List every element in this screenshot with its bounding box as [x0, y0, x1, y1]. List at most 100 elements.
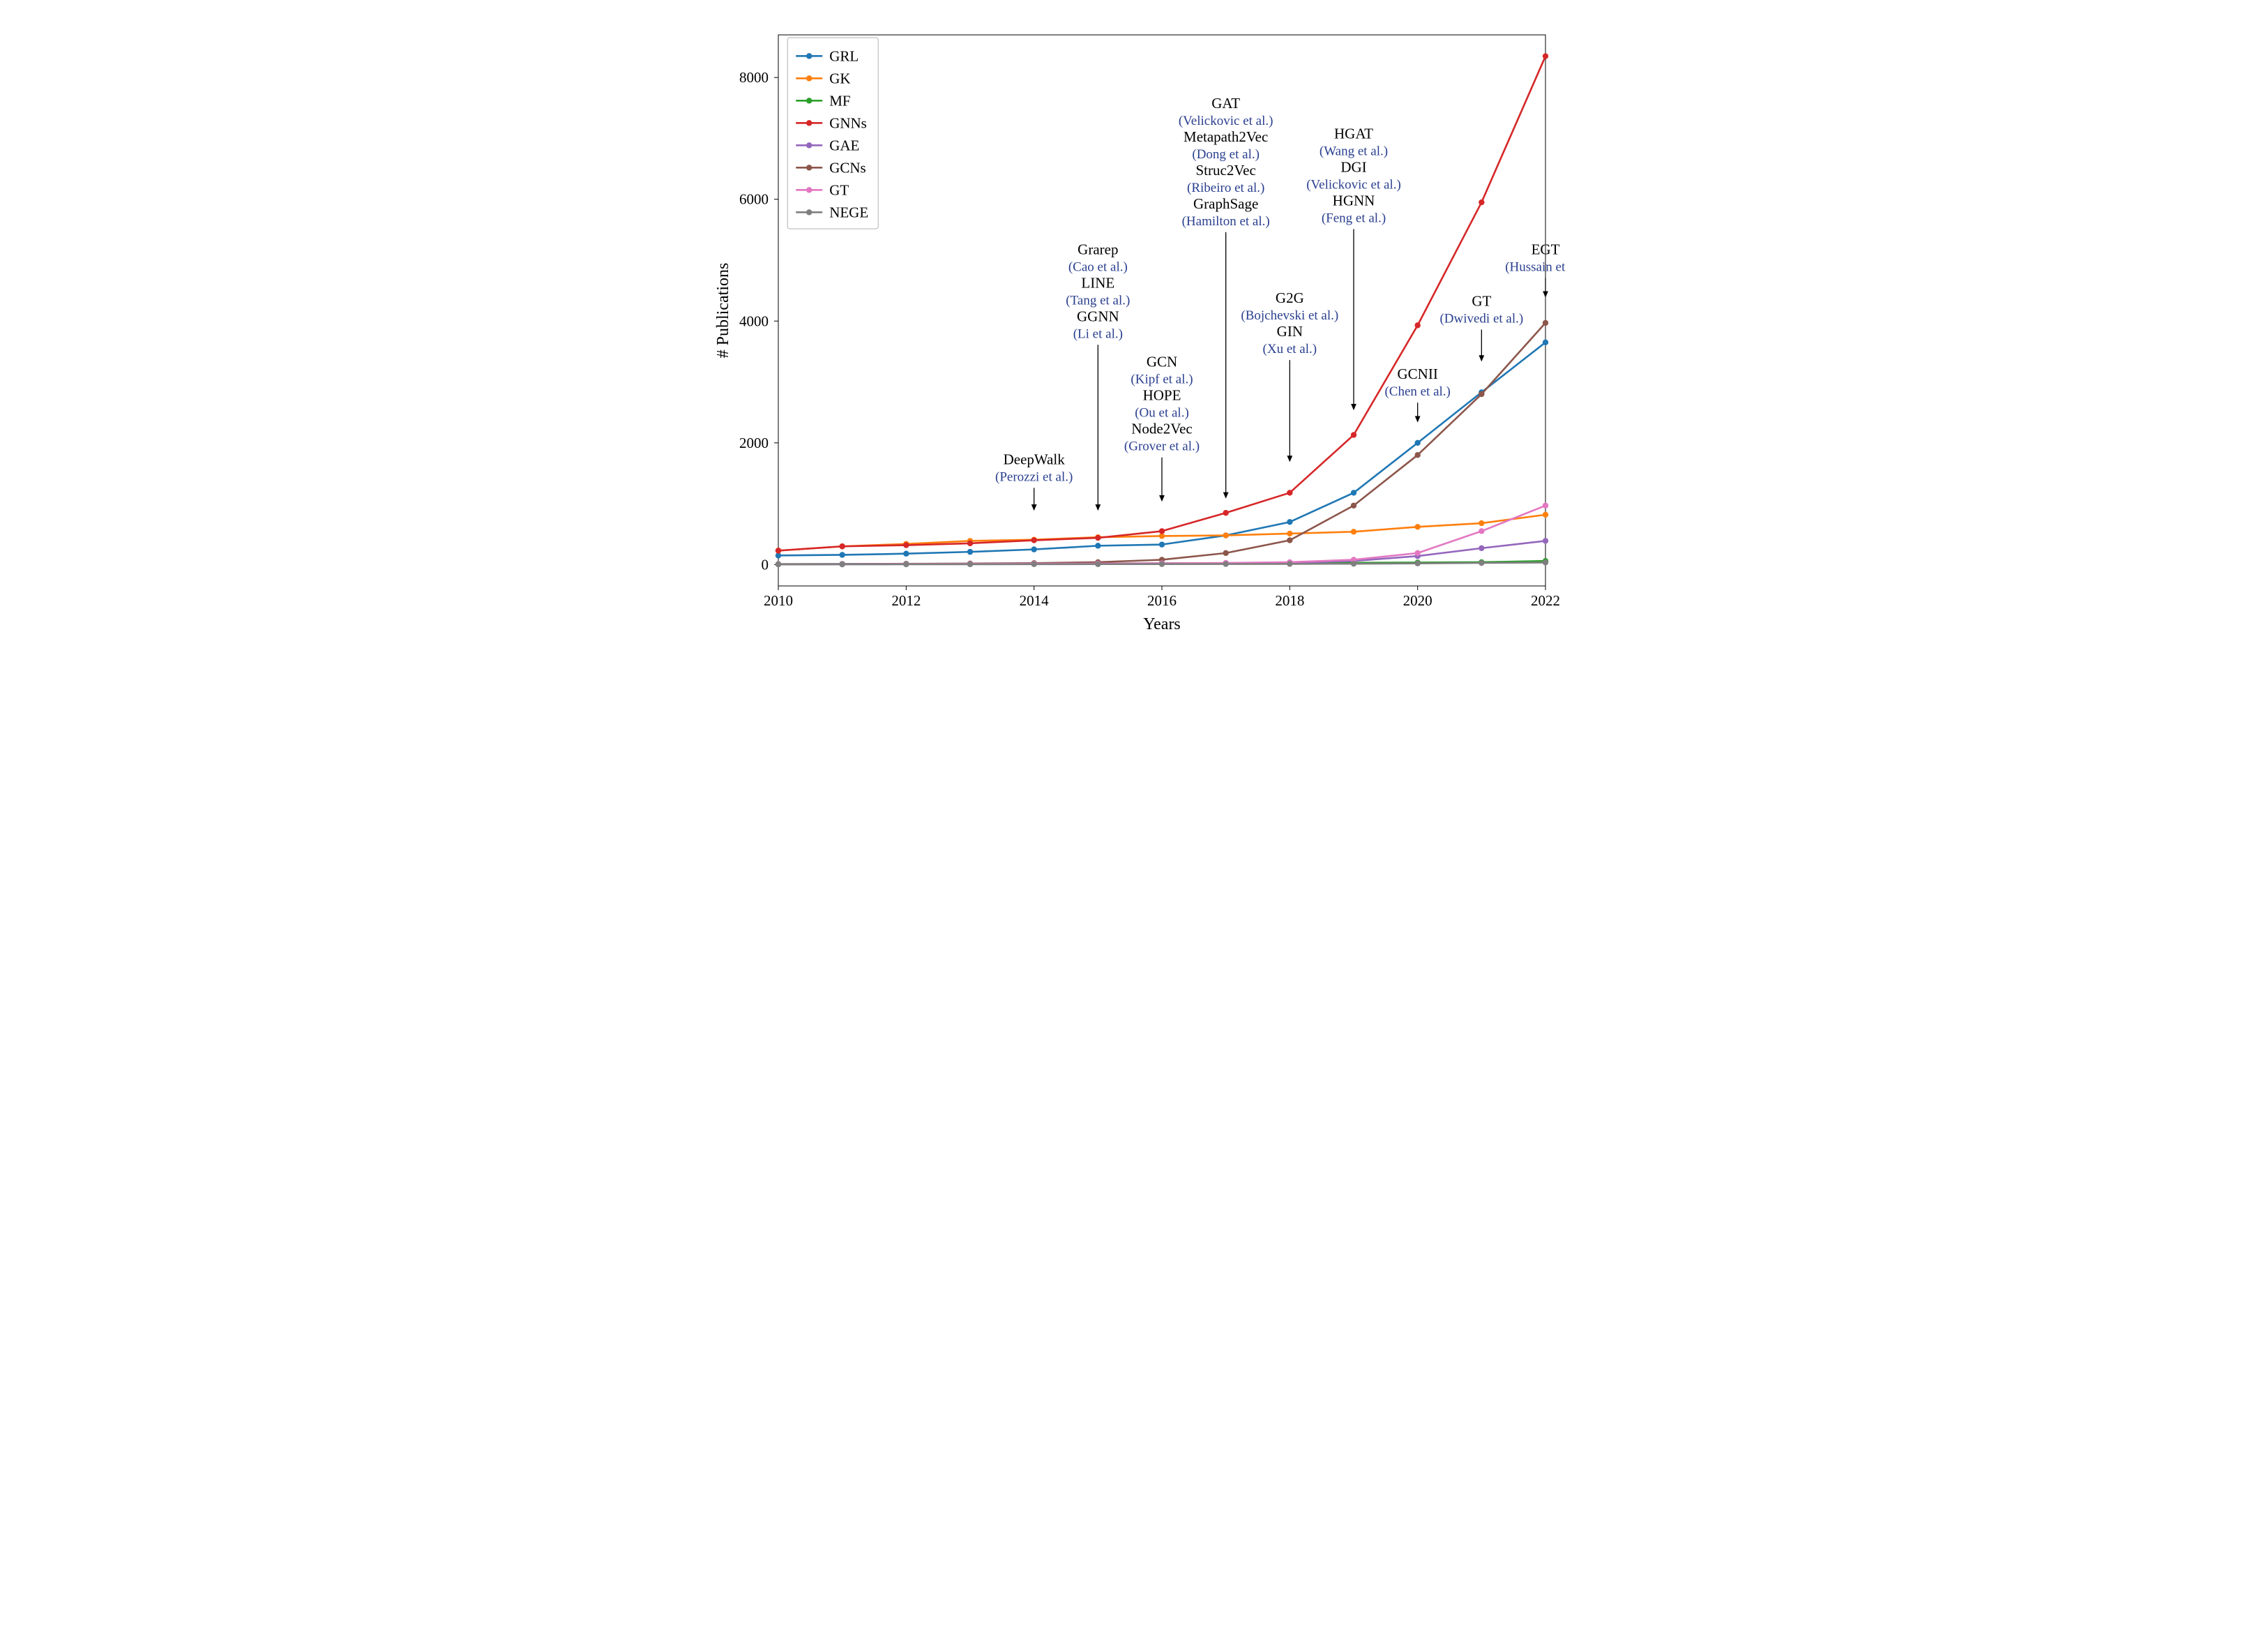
- series-marker: [1223, 510, 1228, 515]
- series-marker: [1287, 490, 1292, 495]
- legend: GRL GK MF GNNs GAE GCNs GT NEGE: [787, 38, 878, 229]
- series-marker: [1414, 524, 1420, 529]
- series-marker: [1543, 559, 1548, 565]
- series-marker: [839, 552, 845, 557]
- series-marker: [1479, 199, 1484, 205]
- publications-line-chart: 2010 2012 2014 2016 2018 2020 2022 0 2000 4000 600…: [702, 14, 1566, 642]
- x-tick-label: 2012: [891, 592, 921, 609]
- series-marker: [1479, 528, 1484, 534]
- series-marker: [1543, 503, 1548, 509]
- y-tick-label: 2000: [739, 435, 769, 451]
- y-tick-label: 8000: [739, 69, 769, 86]
- annotation-title: GIN: [1277, 323, 1303, 340]
- annotation-title: GAT: [1211, 95, 1240, 112]
- series-marker: [1351, 561, 1356, 566]
- annotation-author: (Bojchevski et al.): [1241, 308, 1338, 323]
- series-marker: [967, 541, 973, 546]
- annotation-author: (Ribeiro et al.): [1187, 181, 1264, 195]
- annotation-author: (Li et al.): [1073, 326, 1123, 341]
- legend-label: MF: [829, 92, 850, 109]
- series-marker: [1479, 545, 1484, 551]
- series-marker: [839, 543, 845, 549]
- series-marker: [903, 562, 909, 567]
- annotation-title: DeepWalk: [1004, 451, 1066, 467]
- annotation-author: (Velickovic et al.): [1179, 114, 1273, 128]
- series-marker: [1479, 520, 1484, 526]
- y-tick-label: 6000: [739, 191, 769, 208]
- y-tick-label: 0: [762, 556, 769, 573]
- series-marker: [1479, 560, 1484, 566]
- legend-label: GAE: [829, 137, 859, 153]
- series-marker: [903, 542, 909, 548]
- annotation-author: (Xu et al.): [1263, 342, 1317, 356]
- series-marker: [1543, 320, 1548, 326]
- legend-label: GT: [829, 181, 849, 198]
- series-marker: [1287, 519, 1292, 525]
- series-marker: [1543, 512, 1548, 518]
- series-marker: [1095, 562, 1101, 567]
- annotation-author: (Wang et al.): [1320, 144, 1388, 158]
- series-marker: [1543, 538, 1548, 543]
- series-marker: [903, 551, 909, 557]
- x-tick-label: 2016: [1147, 592, 1177, 609]
- legend-label: GNNs: [829, 114, 867, 131]
- annotation-title: HOPE: [1143, 387, 1181, 404]
- annotation-title: DGI: [1340, 158, 1366, 175]
- series-marker: [1351, 490, 1356, 495]
- series-marker: [1095, 543, 1101, 548]
- annotation-title: HGAT: [1334, 125, 1373, 142]
- series-marker: [776, 562, 781, 567]
- y-axis-label: # Publications: [714, 263, 732, 359]
- series-marker: [1095, 535, 1101, 541]
- series-marker: [1031, 546, 1036, 552]
- series-marker: [1351, 432, 1356, 437]
- annotation-author: (Dong et al.): [1192, 147, 1260, 162]
- annotation-title: EGT: [1532, 241, 1560, 257]
- annotation-author: (Kipf et al.): [1131, 372, 1193, 387]
- annotation-author: (Chen et al.): [1384, 384, 1450, 399]
- legend-label: NEGE: [829, 204, 868, 220]
- x-tick-label: 2020: [1403, 592, 1432, 609]
- series-marker: [1543, 340, 1548, 345]
- series-marker: [776, 548, 781, 553]
- annotation-author: (Grover et al.): [1124, 439, 1200, 454]
- x-tick-label: 2014: [1020, 592, 1050, 609]
- series-marker: [1223, 550, 1228, 556]
- annotation-author: (Ou et al.): [1135, 406, 1189, 421]
- annotation-title: GGNN: [1077, 308, 1119, 324]
- series-marker: [1159, 528, 1165, 534]
- series-marker: [1479, 391, 1484, 397]
- annotation-title: Struc2Vec: [1196, 162, 1256, 179]
- series-marker: [1414, 440, 1420, 446]
- series-marker: [839, 562, 845, 567]
- series-marker: [1414, 452, 1420, 458]
- annotation-title: GraphSage: [1193, 195, 1258, 212]
- series-marker: [1031, 537, 1036, 543]
- series-marker: [1414, 550, 1420, 556]
- x-tick-label: 2022: [1531, 592, 1560, 609]
- series-marker: [1543, 53, 1548, 59]
- annotation-title: G2G: [1276, 289, 1304, 306]
- x-tick-label: 2010: [764, 592, 793, 609]
- annotation-author: (Perozzi et al.): [995, 469, 1073, 484]
- annotation-title: GCNII: [1398, 366, 1438, 382]
- x-axis-label: Years: [1143, 615, 1181, 633]
- series-marker: [1414, 322, 1420, 328]
- legend-label: GCNs: [829, 159, 866, 176]
- annotation-author: (Dwivedi et al.): [1439, 311, 1523, 326]
- x-tick-label: 2018: [1275, 592, 1304, 609]
- series-marker: [1414, 561, 1420, 566]
- legend-label: GRL: [829, 47, 859, 64]
- series-marker: [1223, 532, 1228, 538]
- y-tick-label: 4000: [739, 313, 769, 329]
- series-marker: [967, 562, 973, 567]
- legend-label: GK: [829, 70, 850, 86]
- annotation-title: HGNN: [1333, 192, 1375, 209]
- series-marker: [1031, 562, 1036, 567]
- series-marker: [1159, 541, 1165, 547]
- annotation-title: LINE: [1081, 274, 1114, 291]
- annotation-author: (Cao et al.): [1068, 259, 1128, 274]
- annotation-title: GT: [1472, 292, 1491, 309]
- annotation-author: (Velickovic et al.): [1306, 177, 1401, 192]
- series-marker: [1223, 561, 1228, 566]
